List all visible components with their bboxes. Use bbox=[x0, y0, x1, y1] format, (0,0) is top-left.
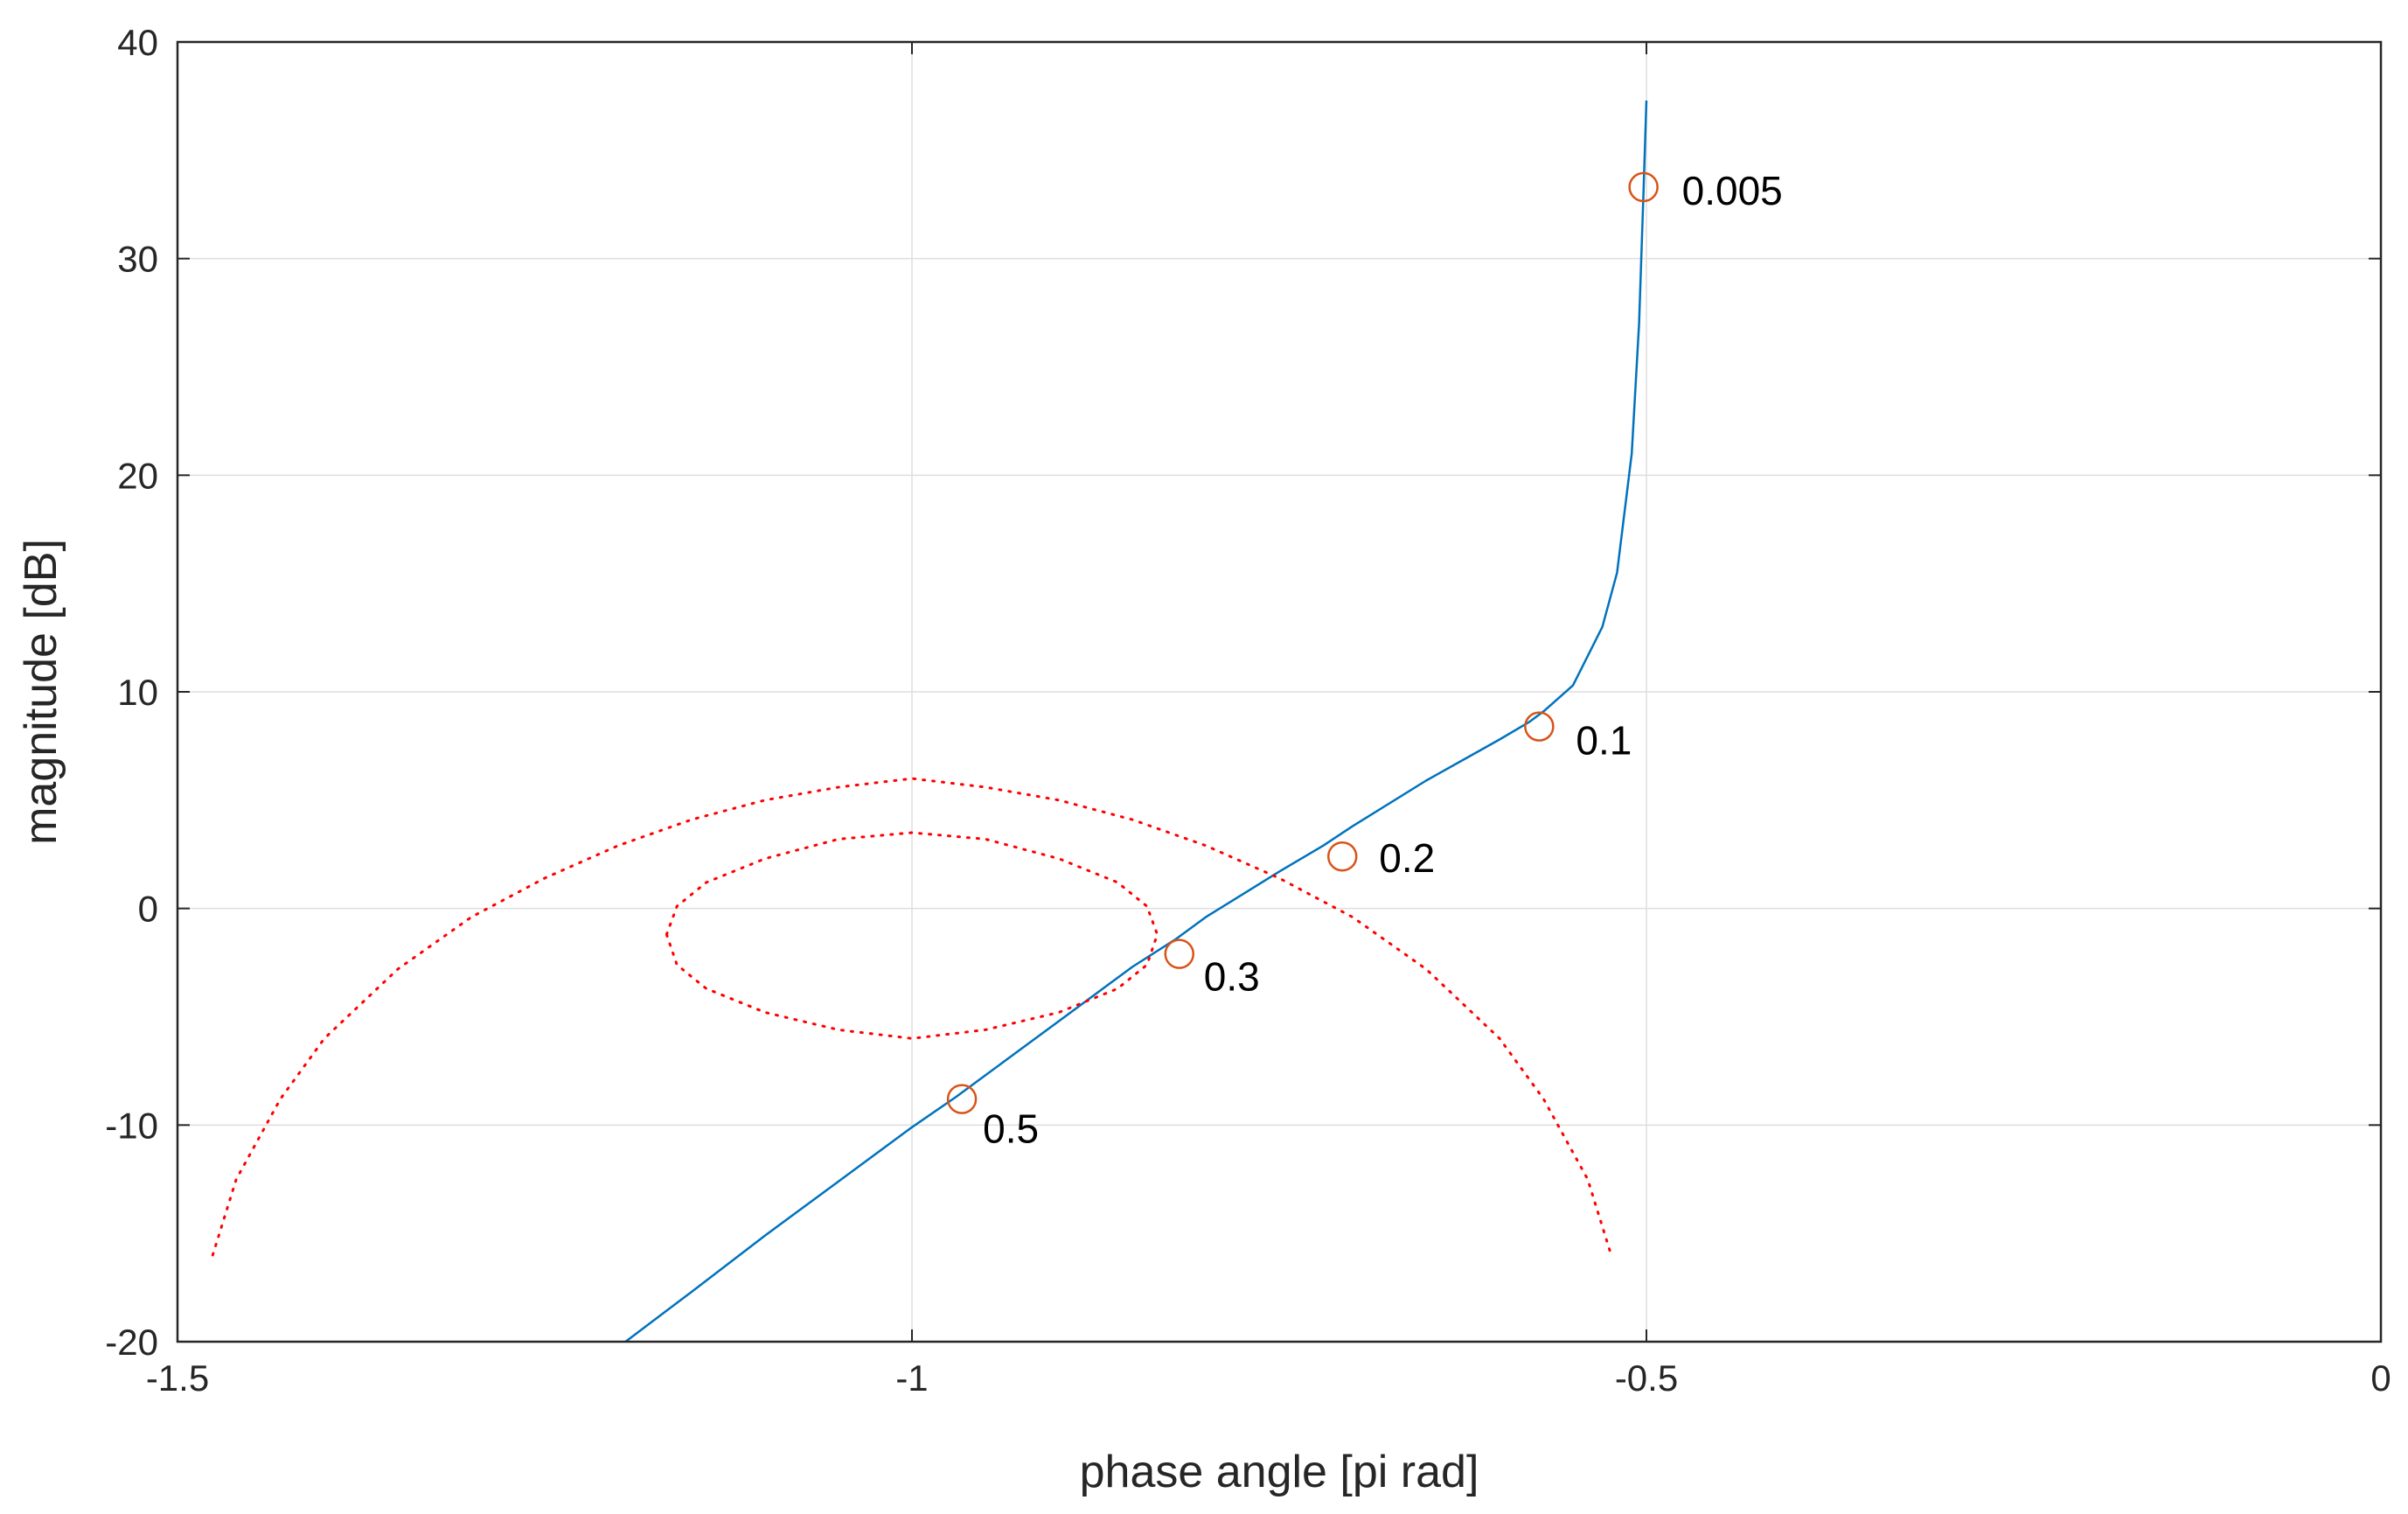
x-tick-label: 0 bbox=[2370, 1357, 2391, 1399]
y-tick-label: -10 bbox=[105, 1105, 158, 1146]
marker-group: 0.005 0.1 0.2 0.3 0.5 bbox=[946, 168, 1783, 1152]
marker-label: 0.1 bbox=[1576, 718, 1632, 764]
y-axis-label: magnitude [dB] bbox=[16, 539, 66, 845]
grid bbox=[177, 42, 2381, 1342]
y-tick-label: -20 bbox=[105, 1322, 158, 1363]
y-tick-label: 40 bbox=[117, 22, 158, 63]
x-tick-label: -0.5 bbox=[1615, 1357, 1678, 1399]
marker-point bbox=[1326, 841, 1358, 872]
y-tick-label: 20 bbox=[117, 455, 158, 496]
x-tick-label: -1.5 bbox=[146, 1357, 209, 1399]
y-tick-label: 10 bbox=[117, 672, 158, 713]
marker-point bbox=[1628, 171, 1659, 203]
marker-label: 0.005 bbox=[1682, 168, 1783, 213]
marker-point bbox=[946, 1084, 978, 1114]
ticks: -1.5 -1 -0.5 0 -20 -10 0 10 20 30 40 bbox=[105, 22, 2391, 1399]
contour-line-2 bbox=[665, 831, 1159, 1040]
marker-point bbox=[1524, 711, 1555, 742]
contour-line-1 bbox=[211, 777, 1613, 1257]
series-group bbox=[211, 100, 1648, 1343]
x-tick-label: -1 bbox=[895, 1357, 928, 1399]
marker-label: 0.3 bbox=[1204, 954, 1260, 1000]
y-tick-label: 30 bbox=[117, 239, 158, 280]
marker-label: 0.2 bbox=[1379, 835, 1435, 881]
frequency-response-line bbox=[624, 100, 1648, 1343]
y-tick-label: 0 bbox=[138, 889, 158, 930]
marker-label: 0.5 bbox=[983, 1106, 1039, 1152]
x-axis-label: phase angle [pi rad] bbox=[1080, 1447, 1479, 1497]
marker-point bbox=[1164, 938, 1195, 969]
